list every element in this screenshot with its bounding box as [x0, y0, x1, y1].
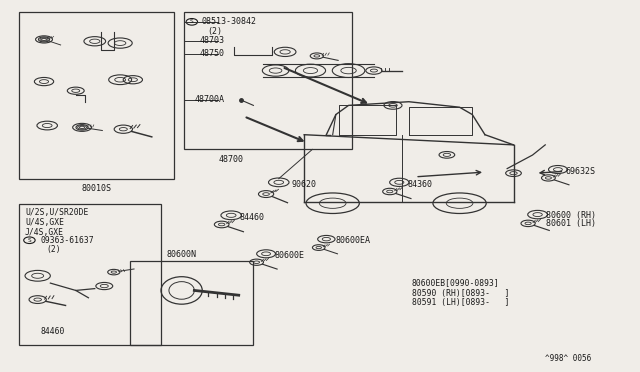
- Bar: [19, 204, 161, 346]
- Bar: [130, 261, 253, 346]
- Circle shape: [24, 237, 35, 244]
- Text: 48703: 48703: [200, 36, 225, 45]
- Text: 80600EA: 80600EA: [336, 237, 371, 246]
- Text: 09363-61637: 09363-61637: [40, 236, 94, 245]
- Text: 48750: 48750: [200, 49, 225, 58]
- Text: J/4S,GXE: J/4S,GXE: [25, 228, 64, 237]
- Text: 84460: 84460: [239, 213, 264, 222]
- Text: 48700A: 48700A: [195, 95, 225, 104]
- Text: 80601 (LH): 80601 (LH): [546, 219, 596, 228]
- Text: U/2S,U/SR20DE: U/2S,U/SR20DE: [25, 208, 88, 217]
- Text: 80600N: 80600N: [166, 250, 196, 259]
- Text: 80600E: 80600E: [275, 251, 304, 260]
- Circle shape: [186, 19, 198, 25]
- Text: 80010S: 80010S: [81, 185, 111, 193]
- Text: 69632S: 69632S: [566, 167, 596, 176]
- Text: 08513-30842: 08513-30842: [202, 17, 257, 26]
- Text: U/4S,GXE: U/4S,GXE: [25, 218, 64, 227]
- Text: 80600 (RH): 80600 (RH): [546, 211, 596, 220]
- Text: ^998^ 0056: ^998^ 0056: [545, 355, 591, 363]
- Text: 84460: 84460: [41, 327, 65, 336]
- Text: (2): (2): [46, 245, 61, 254]
- Text: 80600EB[0990-0893]: 80600EB[0990-0893]: [412, 279, 500, 288]
- Text: 48700: 48700: [218, 155, 243, 164]
- Bar: [184, 12, 352, 149]
- Text: S: S: [28, 238, 31, 243]
- Text: 90620: 90620: [291, 180, 316, 189]
- Text: 80590 (RH)[0893-   ]: 80590 (RH)[0893- ]: [412, 289, 509, 298]
- Text: S: S: [190, 19, 194, 24]
- Text: (2): (2): [207, 27, 222, 36]
- Bar: [19, 12, 174, 179]
- Text: 84360: 84360: [408, 180, 433, 189]
- Text: 80591 (LH)[0893-   ]: 80591 (LH)[0893- ]: [412, 298, 509, 307]
